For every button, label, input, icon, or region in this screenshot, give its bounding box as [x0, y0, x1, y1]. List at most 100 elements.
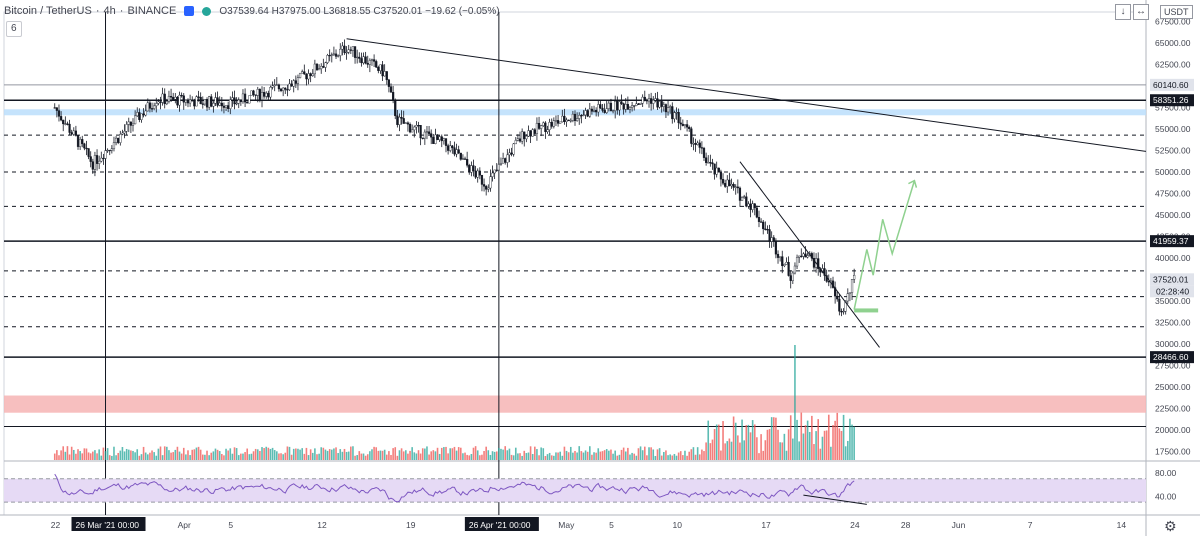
volume-bar — [214, 448, 217, 460]
volume-bar — [811, 415, 813, 460]
arrow-down-icon[interactable]: ↓ — [1115, 4, 1131, 20]
candle-body — [430, 133, 433, 138]
candle-body — [478, 170, 481, 176]
volume-bar — [229, 448, 232, 460]
symbol-name[interactable]: Bitcoin / TetherUS — [4, 5, 92, 17]
candle-body — [421, 137, 424, 139]
volume-bar — [779, 442, 781, 460]
volume-bar — [675, 455, 678, 460]
volume-bar — [333, 448, 335, 460]
price-label-text: 60140.60 — [1153, 80, 1189, 90]
long-trendline[interactable] — [346, 38, 1147, 152]
candle-body — [542, 122, 545, 126]
candle-body — [800, 255, 803, 257]
candle-body — [614, 100, 617, 111]
candle-body — [736, 186, 739, 189]
candle-body — [91, 161, 94, 170]
volume-bar — [654, 455, 657, 460]
candle-body — [159, 101, 162, 103]
volume-bar — [185, 454, 187, 460]
volume-bar — [417, 450, 420, 460]
candle-body — [677, 112, 680, 124]
expand-icon[interactable]: ↔ — [1133, 4, 1149, 20]
volume-bar — [56, 450, 58, 460]
candle-body — [174, 96, 177, 100]
candle-body — [506, 154, 509, 163]
price-label-box — [1150, 94, 1194, 107]
volume-bar — [639, 446, 642, 460]
volume-bar — [62, 446, 65, 460]
volume-bar — [449, 448, 452, 460]
volume-bar — [108, 455, 111, 460]
header-separator: · — [119, 5, 124, 17]
volume-bar — [182, 447, 185, 460]
volume-bar — [252, 451, 255, 460]
currency-button[interactable]: USDT — [1160, 5, 1193, 19]
volume-bar — [299, 449, 301, 460]
volume-bar — [138, 455, 141, 460]
interval-label[interactable]: 4h — [103, 5, 116, 17]
candle-body — [472, 165, 475, 172]
volume-bar — [151, 450, 153, 460]
volume-bar — [347, 451, 350, 460]
volume-bar — [159, 446, 162, 460]
candle-body — [705, 157, 708, 163]
rsi-trendline[interactable] — [803, 494, 867, 505]
candle-body — [561, 115, 564, 123]
candle-body — [341, 45, 344, 50]
candle-body — [719, 171, 723, 180]
candle-body — [508, 152, 511, 156]
indicator-count-badge[interactable]: 6 — [6, 21, 22, 37]
candle-body — [66, 123, 69, 125]
projection-path[interactable] — [853, 180, 916, 310]
candle-body — [848, 292, 852, 294]
gear-icon[interactable]: ⚙ — [1164, 518, 1177, 534]
candle-body — [711, 162, 714, 165]
volume-bar — [335, 447, 337, 460]
volume-bar — [593, 452, 595, 460]
volume-bar — [612, 453, 614, 460]
volume-bar — [553, 455, 555, 460]
volume-bar — [460, 447, 462, 460]
volume-bar — [345, 451, 348, 460]
volume-bar — [246, 448, 249, 460]
candle-body — [599, 104, 602, 109]
volume-bar — [542, 448, 545, 460]
candle-body — [521, 131, 524, 142]
volume-bar — [212, 451, 215, 460]
candle-body — [165, 101, 168, 105]
candle-body — [161, 93, 164, 103]
candle-body — [584, 110, 587, 116]
volume-bar — [318, 453, 320, 460]
volume-bar — [104, 451, 107, 460]
flag-icon[interactable] — [184, 6, 195, 16]
price-tick-label: 22500.00 — [1155, 403, 1191, 413]
price-tick-label: 45000.00 — [1155, 210, 1191, 220]
price-tick-label: 67500.00 — [1155, 17, 1191, 27]
volume-bar — [341, 451, 344, 460]
volume-bar — [400, 448, 403, 460]
price-label-box — [1150, 78, 1194, 91]
volume-bar — [227, 450, 229, 460]
candle-body — [301, 71, 304, 74]
candle-body — [755, 207, 758, 218]
volume-bar — [743, 440, 745, 460]
candle-body — [656, 98, 659, 108]
candle-body — [224, 105, 228, 108]
candle-body — [622, 103, 625, 110]
time-tick-label: 14 — [1117, 520, 1127, 530]
candle-body — [603, 110, 606, 113]
volume-bar — [174, 449, 177, 460]
candle-body — [267, 92, 270, 98]
volume-bar — [802, 433, 805, 460]
short-trendline[interactable] — [739, 161, 880, 348]
candle-body — [347, 49, 350, 53]
candle-body — [757, 217, 761, 222]
price-labels: 60140.60 58351.26 41959.37 37520.01 28466.60… — [1150, 78, 1194, 364]
candle-body — [531, 129, 534, 137]
candle-body — [218, 102, 221, 106]
volume-bar — [421, 448, 424, 460]
candle-body — [696, 142, 699, 145]
volume-bar — [132, 450, 134, 460]
